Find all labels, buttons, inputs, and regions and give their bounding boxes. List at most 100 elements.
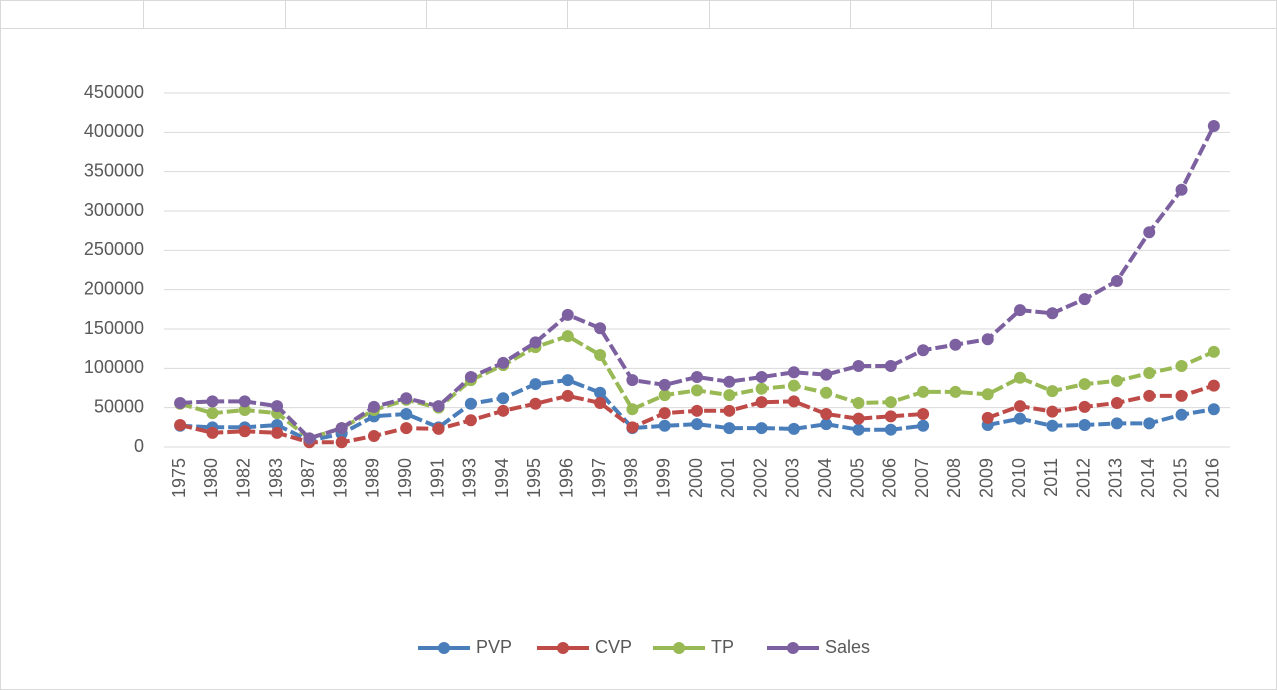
data-point: [238, 404, 251, 417]
data-point: [529, 336, 542, 349]
data-point: [787, 366, 800, 379]
data-point: [432, 400, 445, 413]
y-tick-label: 200000: [84, 278, 144, 298]
data-point: [1175, 408, 1188, 421]
data-point: [464, 370, 477, 383]
data-point: [658, 378, 671, 391]
data-point: [852, 423, 865, 436]
legend-marker: [673, 642, 685, 654]
data-point: [658, 389, 671, 402]
data-point: [561, 308, 574, 321]
data-point: [594, 386, 607, 399]
data-point: [367, 429, 380, 442]
data-point: [561, 330, 574, 343]
data-point: [820, 368, 833, 381]
x-tick-label: 1999: [653, 458, 673, 498]
data-point: [1046, 405, 1059, 418]
x-tick-label: 1983: [266, 458, 286, 498]
data-point: [691, 418, 703, 431]
data-point: [497, 356, 510, 369]
legend-label: TP: [711, 637, 734, 657]
data-point: [755, 396, 768, 409]
legend-marker: [787, 642, 799, 654]
data-point: [884, 359, 897, 372]
x-tick-label: 2006: [880, 458, 900, 498]
data-point: [723, 389, 736, 402]
data-point: [691, 404, 703, 417]
data-point: [594, 396, 607, 409]
data-point: [1110, 417, 1123, 430]
data-point: [271, 400, 284, 413]
x-tick-label: 1995: [524, 458, 544, 498]
data-point: [723, 404, 736, 417]
data-point: [1110, 374, 1123, 387]
x-tick-label: 1996: [557, 458, 577, 498]
data-point: [174, 418, 187, 431]
data-point: [1078, 418, 1091, 431]
data-point: [691, 370, 703, 383]
x-tick-label: 2004: [815, 458, 835, 498]
data-point: [497, 392, 510, 405]
x-tick-label: 2011: [1041, 458, 1061, 497]
data-point: [723, 375, 736, 388]
x-tick-label: 2003: [783, 458, 803, 498]
data-point: [464, 397, 477, 410]
legend-marker: [557, 642, 569, 654]
x-tick-label: 1982: [234, 458, 254, 498]
data-point: [852, 396, 865, 409]
data-point: [432, 422, 445, 435]
data-point: [1207, 345, 1220, 358]
data-point: [917, 385, 930, 398]
x-tick-label: 2009: [976, 458, 996, 498]
x-tick-label: 2013: [1106, 458, 1126, 498]
data-point: [529, 378, 542, 391]
data-point: [206, 426, 219, 439]
y-tick-label: 250000: [84, 239, 144, 259]
data-point: [1143, 389, 1156, 402]
data-point: [787, 379, 800, 392]
x-tick-label: 2016: [1203, 458, 1223, 498]
data-point: [561, 389, 574, 402]
data-point: [238, 425, 251, 438]
data-point: [561, 374, 574, 387]
data-point: [174, 396, 187, 409]
x-tick-label: 2015: [1170, 458, 1190, 498]
data-point: [1110, 396, 1123, 409]
data-point: [400, 407, 413, 420]
x-tick-label: 1989: [363, 458, 383, 498]
data-point: [594, 322, 607, 335]
data-point: [691, 384, 703, 397]
data-point: [820, 386, 833, 399]
data-point: [1207, 120, 1220, 133]
cell-dividers: [143, 0, 1134, 28]
data-point: [1014, 304, 1027, 317]
data-point: [206, 407, 219, 420]
x-tick-label: 2014: [1138, 458, 1158, 498]
x-tick-label: 1997: [589, 458, 609, 498]
data-point: [917, 344, 930, 357]
x-tick-label: 1991: [427, 458, 447, 498]
y-tick-label: 100000: [84, 357, 144, 377]
data-point: [594, 348, 607, 361]
data-point: [949, 338, 962, 351]
x-tick-label: 2001: [718, 458, 738, 498]
data-point: [884, 396, 897, 409]
data-point: [981, 388, 994, 401]
data-point: [852, 359, 865, 372]
data-point: [1175, 359, 1188, 372]
data-point: [917, 407, 930, 420]
x-tick-label: 2012: [1073, 458, 1093, 498]
data-point: [206, 395, 219, 408]
data-point: [1014, 371, 1027, 384]
x-tick-label: 1990: [395, 458, 415, 498]
x-tick-label: 1975: [169, 458, 189, 498]
data-point: [1078, 293, 1091, 306]
data-point: [367, 400, 380, 413]
data-point: [884, 423, 897, 436]
x-tick-label: 2000: [686, 458, 706, 498]
x-tick-label: 2010: [1009, 458, 1029, 498]
data-point: [949, 385, 962, 398]
data-point: [787, 395, 800, 408]
